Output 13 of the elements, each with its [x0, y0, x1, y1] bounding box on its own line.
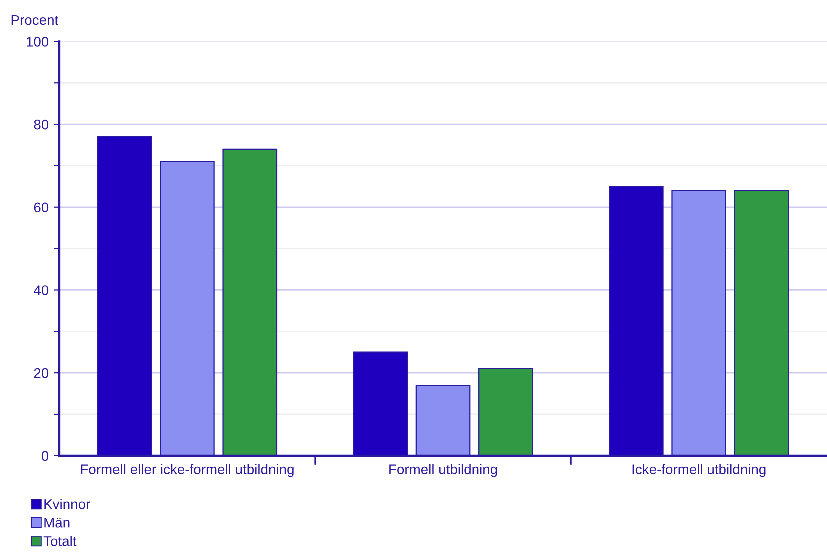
y-tick-label: 80 — [34, 120, 49, 130]
y-tick-label: 60 — [34, 202, 49, 213]
x-tick-label: Formell eller icke-formell utbildning — [81, 464, 294, 478]
y-tick-label: 40 — [34, 286, 49, 296]
x-tick-label: Icke-formell utbildning — [632, 464, 766, 478]
y-tick-label: 100 — [27, 37, 49, 47]
legend-label: Kvinnor — [44, 499, 90, 510]
y-tick-label: 20 — [34, 368, 49, 378]
legend-label: Män — [44, 518, 70, 528]
y-tick-label: 0 — [42, 451, 49, 462]
legend-label: Totalt — [44, 536, 77, 546]
x-tick-label: Formell utbildning — [390, 464, 498, 478]
y-axis-title: Procent — [12, 15, 59, 26]
